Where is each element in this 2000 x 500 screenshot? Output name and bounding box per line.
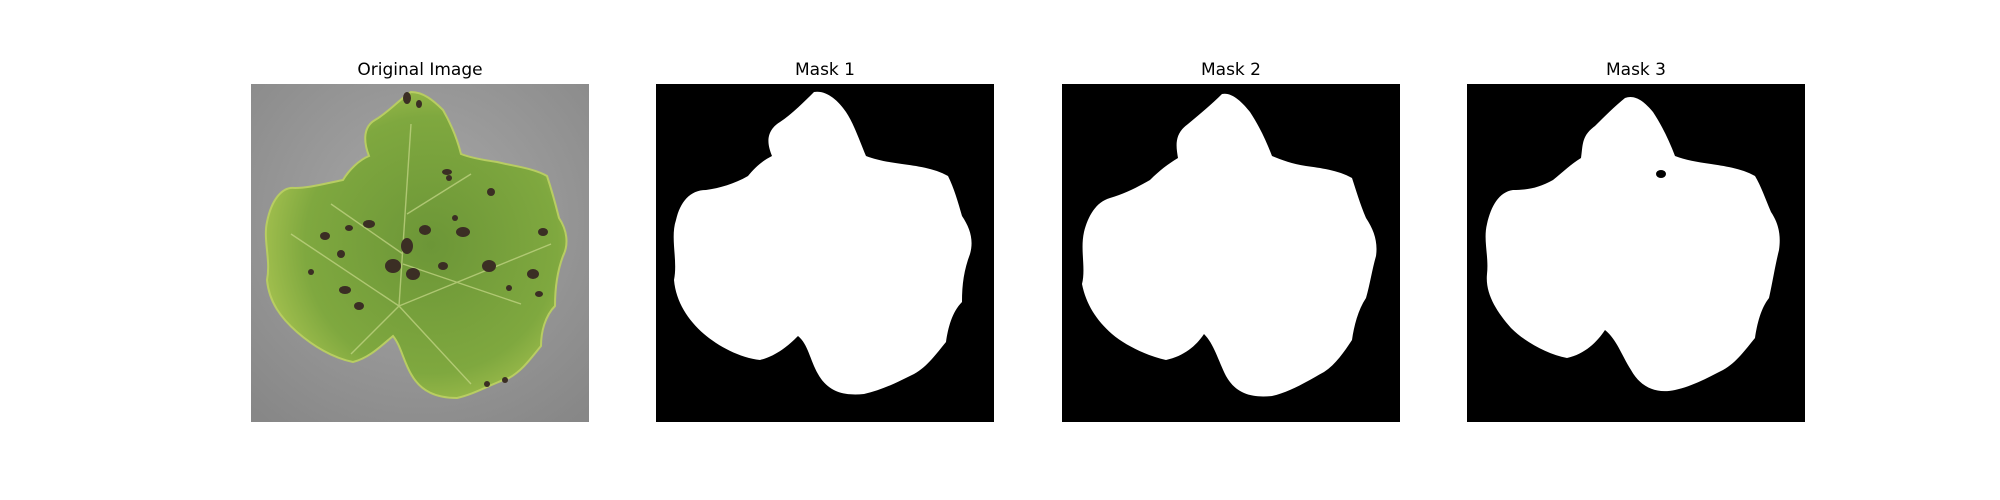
mask-speck [1253, 174, 1257, 178]
mask-hole [1656, 170, 1666, 178]
panel-mask-1: Mask 1 [656, 0, 994, 500]
mask-foreground [1485, 96, 1780, 392]
mask-image [1062, 84, 1400, 422]
panel-title: Mask 3 [1605, 60, 1666, 80]
leaf-lesions [308, 92, 548, 387]
mask-foreground [1082, 93, 1377, 397]
mask-image [1467, 84, 1805, 422]
panel-title: Original Image [357, 60, 483, 80]
leaf-shape [264, 90, 568, 400]
panel-title: Mask 1 [794, 60, 855, 80]
panel-mask-3: Mask 3 [1467, 0, 1805, 500]
panel-mask-2: Mask 2 [1062, 0, 1400, 500]
panel-title: Mask 2 [1200, 60, 1261, 80]
original-image [251, 84, 589, 422]
mask-image [656, 84, 994, 422]
panel-original-image: Original Image [251, 0, 589, 500]
mask-foreground [673, 91, 972, 395]
leaf-veins [290, 123, 552, 385]
